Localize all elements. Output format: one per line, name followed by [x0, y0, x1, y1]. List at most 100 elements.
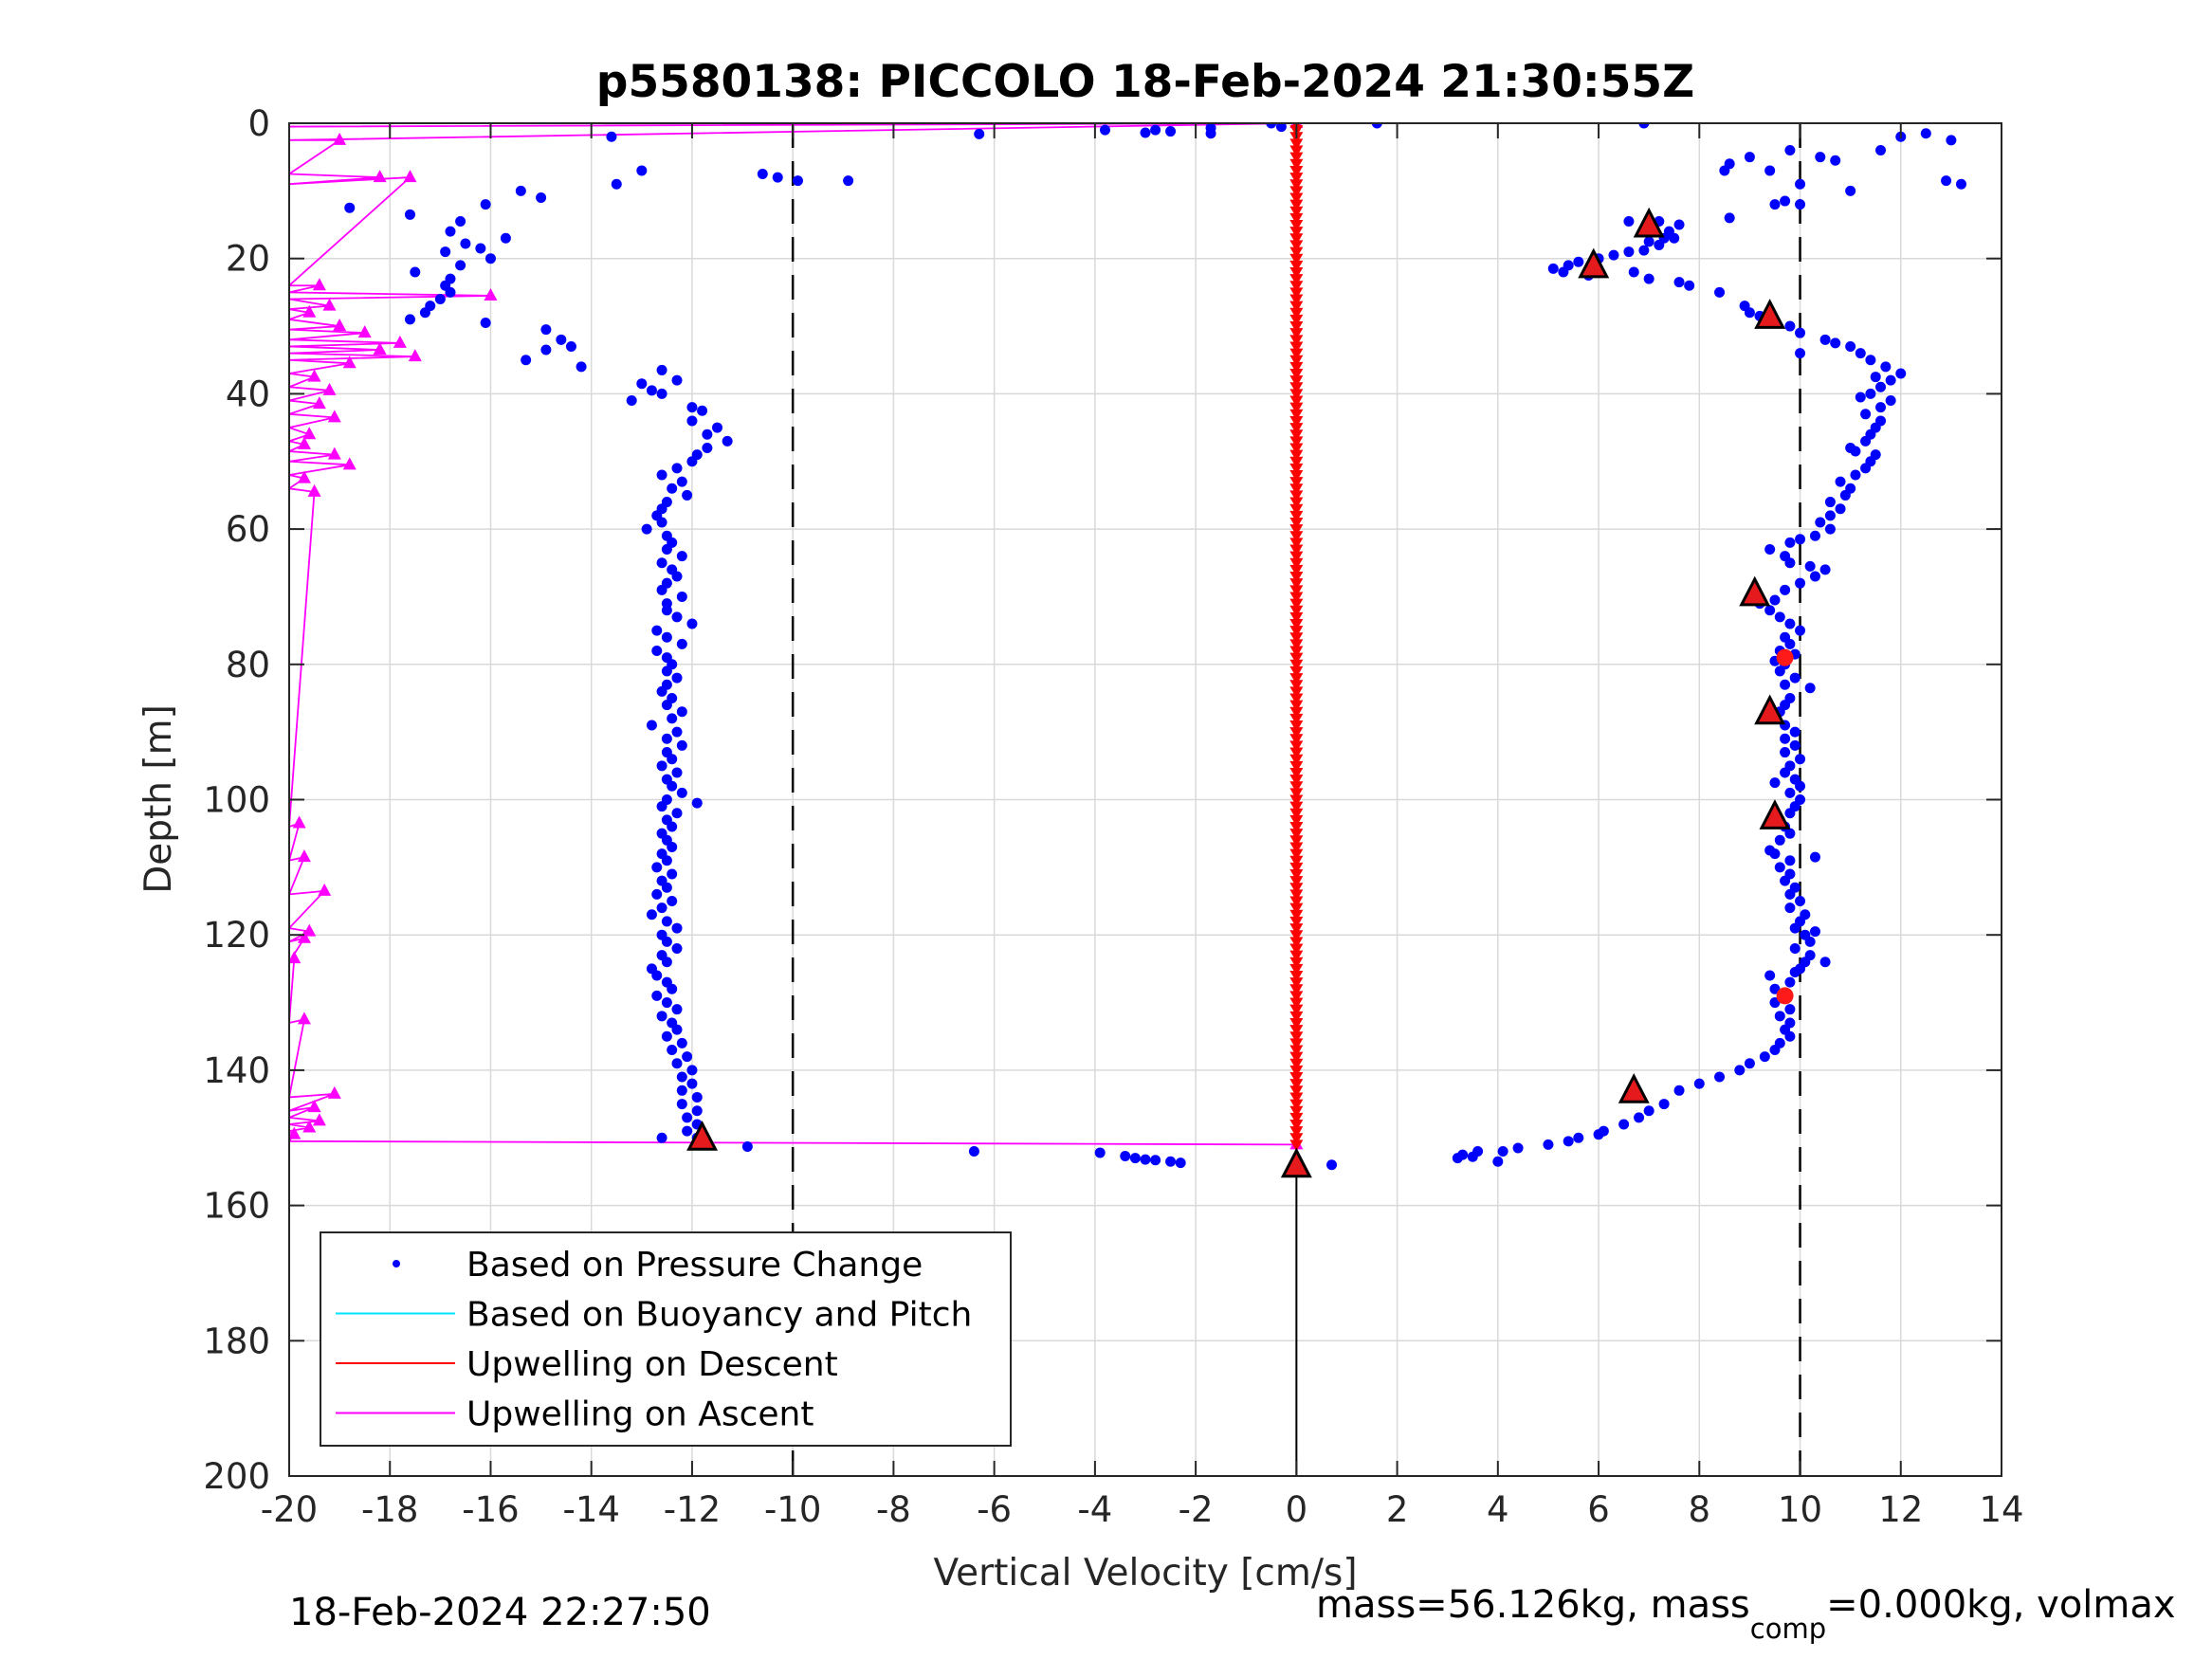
descent-upwelling-marker: [1289, 355, 1304, 367]
x-tick-label: 6: [1587, 1489, 1610, 1530]
pressure-point: [656, 557, 667, 569]
pressure-point: [1643, 236, 1654, 247]
pressure-point: [656, 760, 667, 772]
pressure-point: [741, 1141, 753, 1153]
descent-upwelling-marker: [1289, 883, 1304, 895]
descent-upwelling-marker: [1289, 551, 1304, 563]
pressure-point: [686, 402, 698, 413]
descent-upwelling-marker: [1289, 483, 1304, 496]
descent-upwelling-marker: [1289, 227, 1304, 239]
pressure-point: [1804, 950, 1816, 961]
descent-upwelling-marker: [1289, 957, 1304, 969]
x-tick-label: 2: [1386, 1489, 1409, 1530]
pressure-point: [1764, 970, 1776, 981]
pressure-point: [667, 896, 678, 907]
pressure-point: [515, 185, 526, 196]
pressure-point: [1618, 1119, 1630, 1130]
pressure-point: [1638, 245, 1650, 256]
descent-upwelling-marker: [1289, 896, 1304, 908]
pressure-point: [1809, 530, 1820, 541]
descent-upwelling-marker: [1289, 1051, 1304, 1064]
pressure-point: [1875, 415, 1887, 427]
pressure-point: [1457, 1149, 1469, 1160]
pressure-point: [682, 489, 693, 501]
descent-upwelling-marker: [1289, 585, 1304, 597]
pressure-point: [686, 1078, 698, 1089]
ascent-upwelling-marker: [292, 815, 306, 829]
descent-upwelling-marker: [1289, 212, 1304, 225]
pressure-point: [626, 395, 637, 407]
pressure-point: [1855, 348, 1866, 359]
pressure-point: [1769, 997, 1781, 1009]
pressure-point: [576, 361, 587, 373]
x-tick-label: 10: [1778, 1489, 1822, 1530]
pressure-point: [661, 733, 672, 744]
pressure-point: [1850, 469, 1861, 481]
ascent-upwelling-marker: [289, 951, 302, 964]
descent-upwelling-marker: [1289, 971, 1304, 983]
pressure-point: [661, 605, 672, 616]
reference-lines: [791, 123, 1801, 1476]
descent-upwelling-marker: [1289, 281, 1304, 293]
descent-upwelling-marker: [1289, 294, 1304, 306]
pressure-point: [671, 942, 683, 954]
pressure-point: [671, 672, 683, 684]
ascent-upwelling-marker: [373, 170, 387, 183]
descent-upwelling-marker: [1289, 665, 1304, 678]
descent-upwelling-marker: [1289, 260, 1304, 272]
descent-upwelling-marker: [1289, 781, 1304, 793]
descent-upwelling-marker: [1289, 1045, 1304, 1057]
x-tick-label: 8: [1689, 1489, 1711, 1530]
pressure-point: [1275, 123, 1287, 133]
pressure-point: [1784, 976, 1796, 988]
y-tick-label: 80: [226, 645, 270, 685]
descent-upwelling-marker: [1289, 443, 1304, 455]
descent-upwelling-marker: [1289, 382, 1304, 394]
pressure-point: [651, 888, 663, 900]
ascent-upwelling-marker: [302, 923, 317, 937]
x-tick-label: -14: [562, 1489, 619, 1530]
descent-upwelling-marker: [1289, 747, 1304, 759]
descent-upwelling-marker: [1289, 775, 1304, 787]
descent-upwelling-marker: [1289, 646, 1304, 658]
pressure-point: [1875, 381, 1887, 392]
descent-upwelling-marker: [1289, 909, 1304, 921]
pressure-point: [646, 909, 657, 921]
descent-upwelling-marker: [1289, 835, 1304, 848]
descent-upwelling-marker: [1289, 734, 1304, 746]
upwelling-marker: [1280, 1147, 1312, 1178]
ascent-upwelling-marker: [297, 930, 311, 943]
pressure-point: [1769, 983, 1781, 994]
pressure-point: [697, 405, 708, 416]
descent-upwelling-marker: [1289, 1112, 1304, 1124]
pressure-point: [656, 364, 667, 375]
pressure-point: [410, 266, 421, 278]
pressure-point: [1845, 185, 1856, 196]
pressure-point: [772, 172, 783, 183]
pressure-point: [1824, 523, 1836, 535]
pressure-point: [1140, 1154, 1151, 1165]
descent-upwelling-marker: [1289, 1092, 1304, 1104]
pressure-point: [1774, 1037, 1785, 1048]
upwelling-marker: [1633, 207, 1665, 238]
pressure-point: [676, 787, 687, 798]
pressure-point: [671, 374, 683, 386]
descent-upwelling-marker: [1289, 341, 1304, 354]
pressure-point: [671, 1024, 683, 1035]
pressure-point: [1835, 503, 1846, 515]
descent-upwelling-marker: [1289, 1011, 1304, 1023]
pressure-point: [1628, 266, 1639, 278]
pressure-point: [1855, 392, 1866, 403]
descent-upwelling-marker: [1289, 1004, 1304, 1016]
pressure-point: [667, 713, 678, 724]
descent-upwelling-marker: [1289, 335, 1304, 347]
ascent-upwelling-marker: [327, 410, 341, 423]
descent-upwelling-marker: [1289, 138, 1304, 151]
descent-upwelling-marker: [1289, 1072, 1304, 1085]
descent-upwelling-marker: [1289, 497, 1304, 509]
pressure-point: [1941, 175, 1952, 187]
pressure-point: [1547, 263, 1559, 274]
pressure-point: [419, 307, 430, 319]
pressure-point: [1789, 739, 1801, 751]
pressure-point: [1885, 374, 1896, 386]
